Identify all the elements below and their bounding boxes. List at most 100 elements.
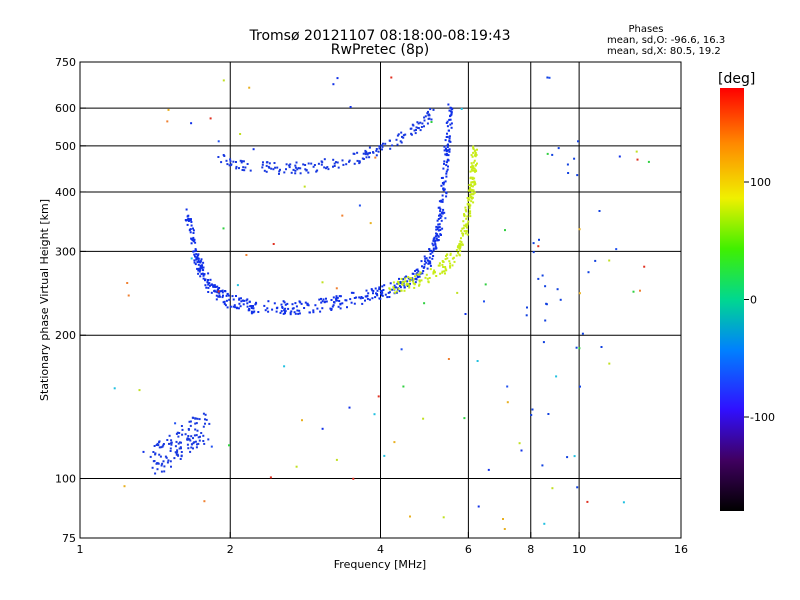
data-point — [468, 206, 471, 209]
data-point — [179, 446, 182, 449]
data-point — [375, 154, 378, 157]
data-point — [372, 290, 375, 292]
data-point — [469, 170, 472, 173]
data-point — [463, 214, 466, 217]
data-point — [233, 304, 236, 307]
data-point — [348, 160, 350, 163]
data-point — [376, 289, 379, 292]
data-point — [157, 444, 160, 447]
data-point — [455, 254, 458, 257]
data-point — [149, 455, 152, 458]
data-point — [475, 164, 477, 166]
data-point — [181, 428, 184, 431]
data-point — [477, 505, 480, 508]
data-point — [294, 172, 297, 175]
data-point — [372, 151, 374, 154]
data-point — [207, 282, 210, 285]
data-point — [284, 307, 287, 310]
data-point — [436, 226, 439, 229]
data-point — [284, 310, 287, 313]
data-point — [349, 298, 352, 301]
data-point — [320, 301, 323, 304]
data-point — [399, 282, 402, 285]
data-point — [368, 298, 371, 301]
data-point — [443, 160, 446, 163]
data-point — [464, 209, 467, 211]
data-point — [205, 418, 208, 421]
data-point — [283, 171, 286, 174]
data-point — [530, 414, 533, 416]
data-point — [438, 226, 441, 229]
y-tick-label: 100 — [55, 473, 76, 486]
data-point — [445, 195, 448, 198]
data-point — [169, 460, 172, 463]
data-point — [195, 249, 197, 252]
data-point — [526, 306, 528, 309]
data-point — [443, 211, 446, 214]
data-point — [537, 245, 540, 248]
data-point — [190, 221, 193, 223]
data-point — [464, 225, 467, 228]
data-point — [442, 208, 445, 211]
data-point — [433, 271, 436, 274]
data-point — [206, 279, 209, 282]
data-point — [406, 285, 409, 287]
data-point — [292, 307, 295, 310]
data-point — [439, 272, 442, 275]
data-point — [435, 247, 438, 250]
data-point — [400, 348, 403, 351]
data-point — [207, 272, 210, 275]
data-point — [224, 304, 227, 307]
data-point — [341, 159, 344, 162]
data-point — [163, 470, 166, 473]
data-point — [189, 424, 192, 427]
data-point — [232, 160, 235, 163]
data-point — [410, 133, 413, 136]
data-point — [400, 131, 403, 134]
data-point — [452, 256, 455, 259]
data-point — [594, 259, 597, 262]
data-point — [250, 305, 253, 307]
data-point — [445, 172, 448, 175]
data-point — [194, 241, 197, 244]
data-point — [439, 208, 442, 211]
data-point — [265, 161, 268, 164]
data-point — [414, 270, 417, 272]
data-point — [162, 443, 165, 445]
data-point — [456, 291, 459, 294]
data-point — [444, 267, 447, 270]
data-point — [467, 197, 470, 200]
data-point — [194, 263, 197, 266]
data-point — [288, 164, 291, 167]
data-point — [193, 238, 196, 241]
data-point — [299, 301, 302, 304]
data-point — [635, 150, 638, 153]
data-point — [442, 516, 445, 519]
data-point — [338, 300, 341, 302]
data-point — [201, 272, 204, 275]
data-point — [303, 307, 306, 309]
data-point — [314, 304, 317, 307]
data-point — [365, 289, 368, 292]
data-point — [215, 298, 218, 301]
data-point — [449, 123, 452, 126]
data-point — [247, 309, 250, 312]
data-point — [444, 272, 446, 275]
data-point — [472, 161, 475, 164]
data-point — [445, 170, 448, 173]
data-point — [217, 288, 219, 291]
data-point — [472, 181, 475, 184]
data-point — [325, 297, 327, 300]
data-point — [265, 170, 268, 173]
data-point — [341, 214, 344, 217]
data-point — [316, 169, 319, 172]
data-point — [378, 147, 381, 150]
colorbar-label: [deg] — [718, 71, 755, 87]
data-point — [379, 290, 382, 293]
data-point — [342, 163, 345, 166]
data-point — [445, 192, 448, 195]
data-point — [272, 243, 275, 245]
data-point — [608, 259, 611, 262]
data-point — [474, 149, 477, 152]
data-point — [173, 457, 176, 460]
